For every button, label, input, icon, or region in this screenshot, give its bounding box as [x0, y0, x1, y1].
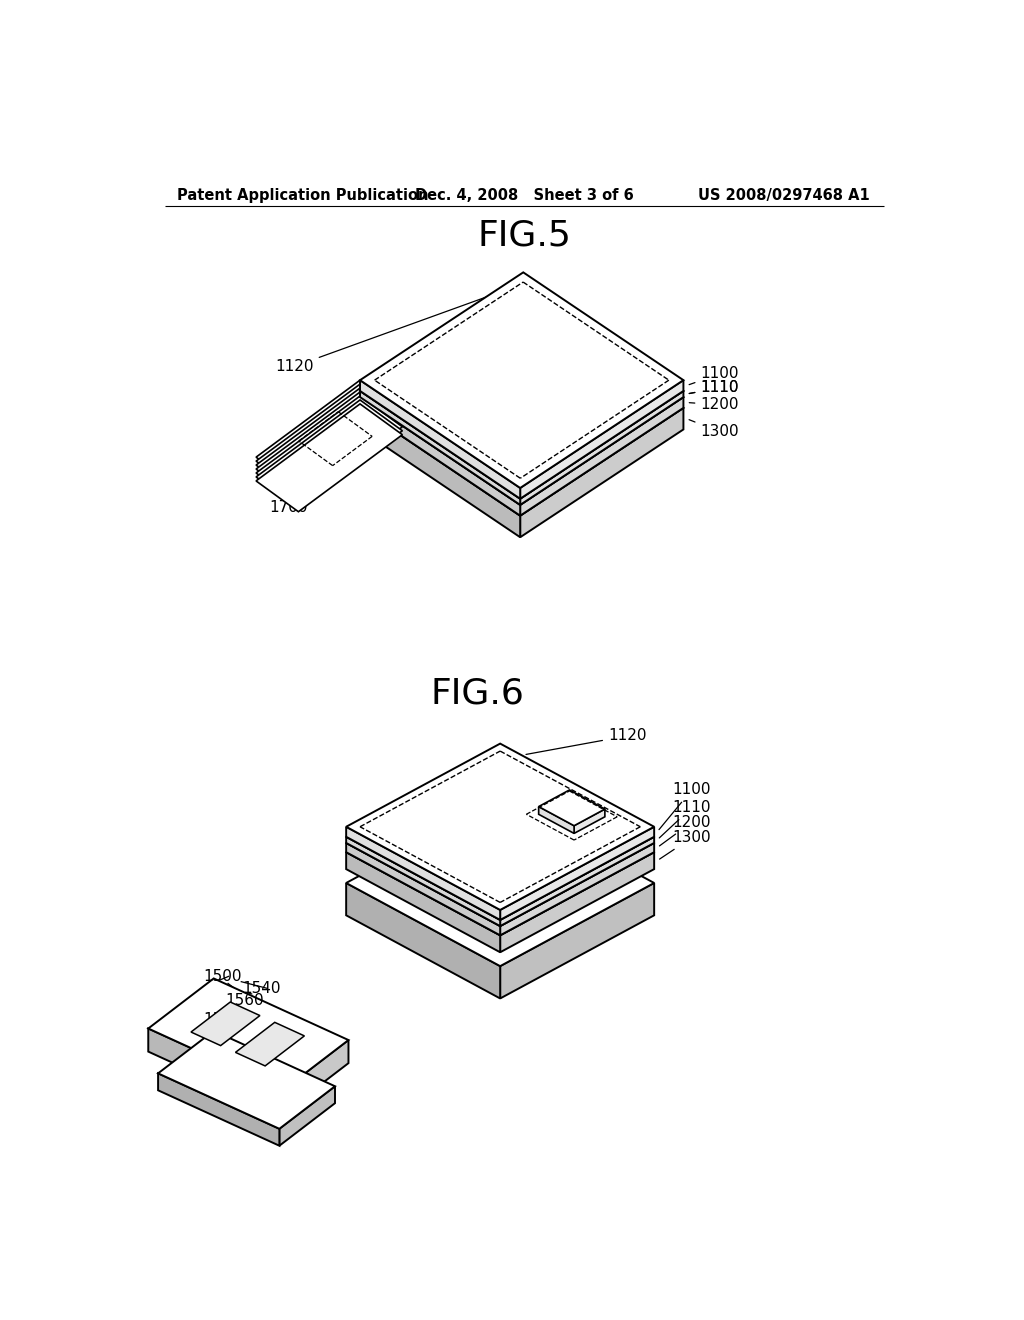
- Polygon shape: [360, 284, 683, 499]
- Polygon shape: [539, 789, 605, 826]
- Text: 1550: 1550: [204, 1011, 243, 1027]
- Polygon shape: [346, 883, 500, 998]
- Polygon shape: [158, 1031, 335, 1129]
- Text: Patent Application Publication: Patent Application Publication: [177, 187, 428, 203]
- Text: 1200: 1200: [659, 814, 711, 846]
- Text: Dec. 4, 2008   Sheet 3 of 6: Dec. 4, 2008 Sheet 3 of 6: [416, 187, 634, 203]
- Polygon shape: [346, 743, 654, 909]
- Polygon shape: [360, 272, 683, 488]
- Polygon shape: [520, 391, 683, 506]
- Polygon shape: [256, 396, 402, 504]
- Polygon shape: [520, 397, 683, 516]
- Text: 1120: 1120: [275, 286, 514, 374]
- Text: 1200: 1200: [689, 397, 739, 412]
- Text: 1110: 1110: [689, 380, 739, 396]
- Text: 1120: 1120: [526, 729, 646, 755]
- Polygon shape: [346, 837, 500, 927]
- Polygon shape: [236, 1022, 304, 1067]
- Polygon shape: [256, 392, 402, 500]
- Polygon shape: [520, 408, 683, 537]
- Polygon shape: [346, 853, 500, 952]
- Polygon shape: [256, 404, 402, 512]
- Text: 1100: 1100: [689, 367, 739, 384]
- Text: 1100: 1100: [659, 783, 711, 830]
- Polygon shape: [360, 289, 683, 506]
- Text: 1560: 1560: [225, 993, 264, 1008]
- Polygon shape: [360, 300, 683, 516]
- Polygon shape: [346, 770, 654, 936]
- Polygon shape: [520, 380, 683, 499]
- Polygon shape: [346, 826, 500, 920]
- Polygon shape: [280, 1086, 335, 1146]
- Polygon shape: [256, 380, 402, 488]
- Polygon shape: [500, 853, 654, 952]
- Polygon shape: [148, 978, 348, 1090]
- Polygon shape: [360, 380, 520, 499]
- Text: 1300: 1300: [689, 420, 739, 440]
- Polygon shape: [500, 826, 654, 920]
- Polygon shape: [360, 391, 520, 506]
- Text: 1110: 1110: [659, 800, 711, 838]
- Text: 1110: 1110: [689, 380, 739, 396]
- Polygon shape: [191, 1002, 260, 1045]
- Polygon shape: [539, 807, 574, 833]
- Polygon shape: [346, 754, 654, 920]
- Polygon shape: [500, 843, 654, 936]
- Text: US 2008/0297468 A1: US 2008/0297468 A1: [698, 187, 869, 203]
- Text: 1540: 1540: [243, 981, 281, 997]
- Polygon shape: [574, 809, 605, 833]
- Polygon shape: [346, 760, 654, 927]
- Polygon shape: [360, 397, 520, 516]
- Polygon shape: [256, 384, 402, 492]
- Polygon shape: [346, 843, 500, 936]
- Polygon shape: [256, 400, 402, 508]
- Polygon shape: [500, 883, 654, 998]
- Polygon shape: [148, 1028, 283, 1113]
- Text: 1700: 1700: [269, 500, 307, 515]
- Text: 1500: 1500: [204, 969, 243, 983]
- Polygon shape: [500, 837, 654, 927]
- Text: FIG.6: FIG.6: [430, 677, 524, 710]
- Text: FIG.5: FIG.5: [478, 218, 571, 252]
- Polygon shape: [256, 388, 402, 496]
- Text: 1300: 1300: [659, 830, 712, 859]
- Polygon shape: [158, 1073, 280, 1146]
- Polygon shape: [360, 408, 520, 537]
- Polygon shape: [346, 800, 654, 966]
- Polygon shape: [283, 1040, 348, 1113]
